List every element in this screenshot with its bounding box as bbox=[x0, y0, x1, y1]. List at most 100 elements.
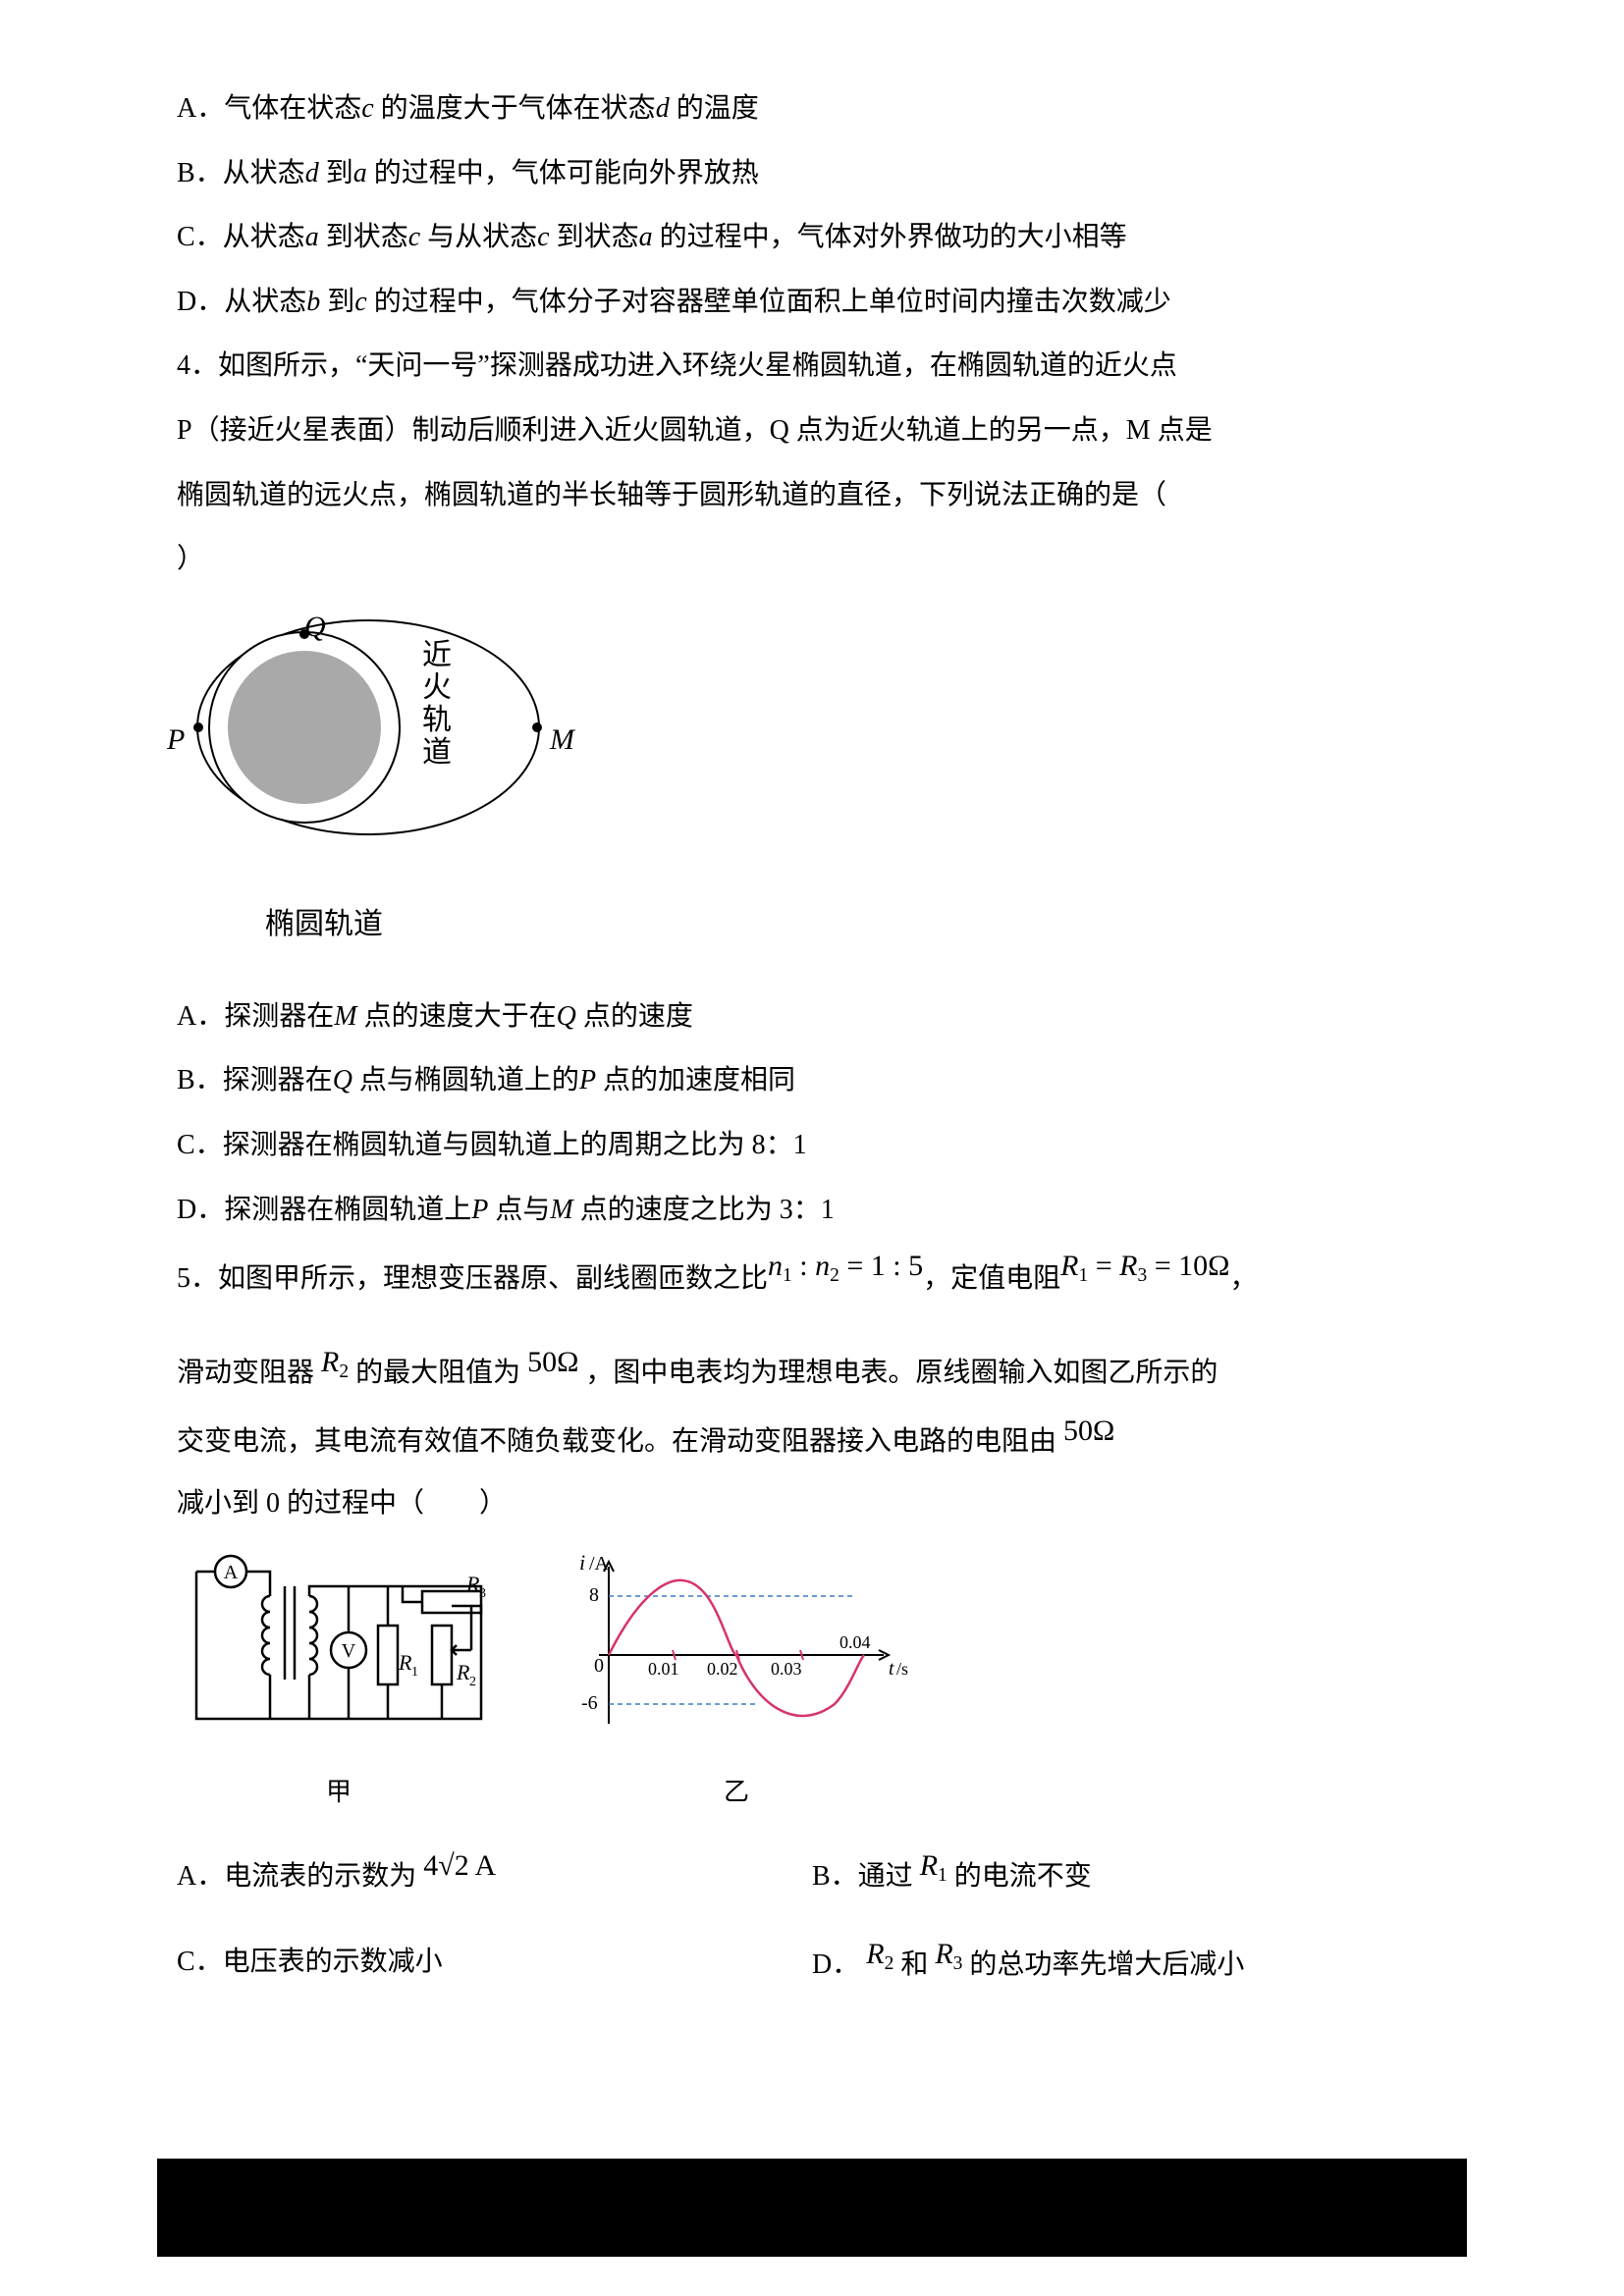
ellipse-orbit-caption: 椭圆轨道 bbox=[265, 892, 1447, 957]
q4-option-d: D．探测器在椭圆轨道上P 点与M 点的速度之比为 3：1 bbox=[177, 1180, 1447, 1241]
text: C．从状态 bbox=[177, 222, 305, 252]
var-a: a bbox=[353, 158, 367, 188]
text: 的温度大于气体在状态 bbox=[381, 93, 656, 124]
svg-text:V: V bbox=[342, 1640, 356, 1662]
var-p: P bbox=[579, 1065, 596, 1095]
label-q: Q bbox=[304, 595, 326, 660]
text: 与从状态 bbox=[427, 222, 537, 252]
label-p: P bbox=[167, 708, 185, 773]
svg-text:/A: /A bbox=[589, 1553, 610, 1575]
text: 和 bbox=[900, 1949, 928, 1980]
var-d: d bbox=[305, 158, 319, 188]
var-a: a bbox=[639, 222, 653, 252]
svg-text:A: A bbox=[224, 1562, 239, 1583]
text: 到 bbox=[326, 158, 353, 188]
near-orbit-label: 近火轨道 bbox=[422, 639, 452, 769]
text: 到状态 bbox=[557, 222, 639, 252]
q4-stem-line2: P（接近火星表面）制动后顺利进入近火圆轨道，Q 点为近火轨道上的另一点，M 点是 bbox=[177, 400, 1447, 461]
q3-option-d: D．从状态b 到c 的过程中，气体分子对容器壁单位面积上单位时间内撞击次数减少 bbox=[177, 272, 1447, 333]
text: D． bbox=[812, 1949, 859, 1980]
text: 点的速度大于在 bbox=[364, 1001, 557, 1032]
text: A．探测器在 bbox=[177, 1001, 334, 1032]
svg-text:8: 8 bbox=[589, 1584, 599, 1606]
text: 的最大阻值为 bbox=[355, 1358, 520, 1388]
q4-stem-line1: 4．如图所示，“天问一号”探测器成功进入环绕火星椭圆轨道，在椭圆轨道的近火点 bbox=[177, 336, 1447, 397]
var-q: Q bbox=[557, 1001, 576, 1032]
q5-stem-line3: 交变电流，其电流有效值不随负载变化。在滑动变阻器接入电路的电阻由 50Ω 减小到… bbox=[177, 1409, 1447, 1534]
svg-text:1: 1 bbox=[411, 1665, 418, 1680]
q3-option-a: A．气体在状态c 的温度大于气体在状态d 的温度 bbox=[177, 79, 1447, 139]
text: 点与椭圆轨道上的 bbox=[359, 1065, 579, 1095]
var-d: d bbox=[656, 93, 670, 124]
q4-stem-line4: ） bbox=[177, 529, 1447, 590]
svg-text:0.02: 0.02 bbox=[707, 1659, 738, 1679]
svg-text:3: 3 bbox=[479, 1586, 486, 1601]
text: 50Ω bbox=[527, 1330, 578, 1395]
text: 5．如图甲所示，理想变压器原、副线圈匝数之比 bbox=[177, 1249, 768, 1309]
svg-text:R: R bbox=[398, 1650, 412, 1675]
q3-option-c: C．从状态a 到状态c 与从状态c 到状态a 的过程中，气体对外界做功的大小相等 bbox=[177, 207, 1447, 268]
footer-redaction bbox=[157, 2159, 1467, 2257]
svg-text:t: t bbox=[889, 1658, 894, 1680]
q4-diagram: P Q M 近火轨道 椭圆轨道 bbox=[177, 610, 1447, 957]
text: 点的速度 bbox=[583, 1001, 693, 1032]
svg-text:0.01: 0.01 bbox=[648, 1659, 679, 1679]
waveform-caption: 乙 bbox=[560, 1764, 913, 1820]
svg-text:-6: -6 bbox=[581, 1692, 598, 1714]
circuit-diagram: A V bbox=[177, 1552, 501, 1820]
svg-text:/s: /s bbox=[896, 1659, 908, 1679]
q5-option-d: D． R2 和 R3 的总功率先增大后减小 bbox=[812, 1932, 1447, 1997]
text: B．通过 bbox=[812, 1861, 913, 1892]
q5-option-a: A．电流表的示数为 4√2 A bbox=[177, 1843, 812, 1908]
text: A．电流表的示数为 bbox=[177, 1861, 416, 1892]
text: 到 bbox=[327, 287, 354, 317]
point-m bbox=[532, 722, 542, 732]
q4-option-b: B．探测器在Q 点与椭圆轨道上的P 点的加速度相同 bbox=[177, 1050, 1447, 1111]
var-a: a bbox=[305, 222, 319, 252]
planet-disc bbox=[228, 651, 381, 804]
svg-text:i: i bbox=[579, 1552, 585, 1575]
q5-figures: A V bbox=[177, 1552, 1447, 1820]
text: ，定值电阻 bbox=[923, 1249, 1060, 1309]
q5-option-c: C．电压表的示数减小 bbox=[177, 1932, 812, 1997]
q5-stem-line1: 5．如图甲所示，理想变压器原、副线圈匝数之比 n1 : n2 = 1 : 5 ，… bbox=[177, 1244, 1447, 1308]
svg-text:R: R bbox=[456, 1660, 470, 1684]
text: ，图中电表均为理想电表。原线圈输入如图乙所示的 bbox=[585, 1358, 1218, 1388]
var-m: M bbox=[334, 1001, 356, 1032]
waveform-chart: i /A 8 0 -6 0.01 0.02 0.03 0.04 t /s 乙 bbox=[560, 1552, 913, 1820]
text: D．从状态 bbox=[177, 287, 306, 317]
var-c: c bbox=[537, 222, 549, 252]
text: B．探测器在 bbox=[177, 1065, 333, 1095]
text: 减小到 0 的过程中（ ） bbox=[177, 1488, 507, 1519]
svg-text:0.04: 0.04 bbox=[839, 1632, 871, 1652]
svg-text:2: 2 bbox=[469, 1675, 476, 1689]
svg-text:0: 0 bbox=[594, 1655, 604, 1677]
text: 点的速度之比为 3：1 bbox=[580, 1195, 835, 1225]
q5-stem-line2: 滑动变阻器 R2 的最大阻值为 50Ω ，图中电表均为理想电表。原线圈输入如图乙… bbox=[177, 1340, 1447, 1405]
text: 到状态 bbox=[326, 222, 408, 252]
var-m: M bbox=[550, 1195, 572, 1225]
text: 的过程中，气体分子对容器壁单位面积上单位时间内撞击次数减少 bbox=[374, 287, 1171, 317]
text: 点的加速度相同 bbox=[603, 1065, 795, 1095]
text: ， bbox=[1229, 1249, 1257, 1309]
text: 50Ω bbox=[1063, 1399, 1114, 1464]
q4-option-c: C．探测器在椭圆轨道与圆轨道上的周期之比为 8：1 bbox=[177, 1115, 1447, 1176]
var-q: Q bbox=[333, 1065, 352, 1095]
math-r1r3: R1 = R3 = 10Ω bbox=[1060, 1234, 1229, 1299]
svg-text:0.03: 0.03 bbox=[771, 1659, 802, 1679]
text: 的过程中，气体可能向外界放热 bbox=[374, 158, 759, 188]
var-c: c bbox=[361, 93, 373, 124]
label-m: M bbox=[550, 708, 574, 773]
q5-options-row1: A．电流表的示数为 4√2 A B．通过 R1 的电流不变 bbox=[177, 1843, 1447, 1912]
text: 的过程中，气体对外界做功的大小相等 bbox=[660, 222, 1127, 252]
text: A．气体在状态 bbox=[177, 93, 361, 124]
q5-option-b: B．通过 R1 的电流不变 bbox=[812, 1843, 1447, 1908]
text: B．从状态 bbox=[177, 158, 305, 188]
q3-option-b: B．从状态d 到a 的过程中，气体可能向外界放热 bbox=[177, 143, 1447, 204]
text: 的电流不变 bbox=[954, 1861, 1092, 1892]
text: 点与 bbox=[495, 1195, 550, 1225]
math-value: 4√2 A bbox=[423, 1834, 496, 1898]
text: 的总功率先增大后减小 bbox=[969, 1949, 1244, 1980]
text: D．探测器在椭圆轨道上 bbox=[177, 1195, 471, 1225]
var-c: c bbox=[408, 222, 420, 252]
